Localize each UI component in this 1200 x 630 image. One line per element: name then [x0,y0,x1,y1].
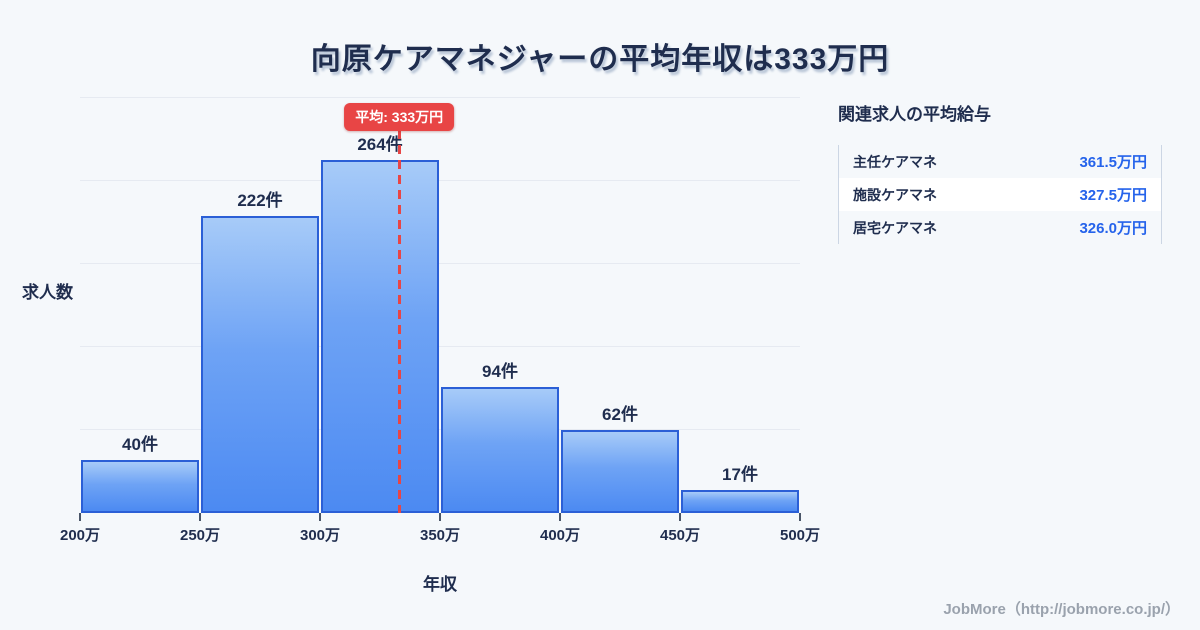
related-job-row: 主任ケアマネ 361.5万円 [839,145,1161,178]
x-axis-tick-label: 350万 [419,527,461,544]
x-axis-tick-label: 450万 [659,527,701,544]
histogram-bar [81,460,199,513]
related-job-label: 施設ケアマネ [853,186,937,203]
related-jobs-heading: 関連求人の平均給与 [838,105,991,124]
bar-value-label: 222件 [237,191,283,210]
bar-value-label: 264件 [357,135,403,154]
page-title: 向原ケアマネジャーの平均年収は333万円 [310,43,890,76]
related-job-label: 主任ケアマネ [853,153,937,170]
x-axis-tick-label: 200万 [59,527,101,544]
x-axis-tick-label: 250万 [179,527,221,544]
related-job-value: 361.5万円 [1079,154,1147,171]
histogram-bar [441,387,559,513]
x-axis-tick-label: 400万 [539,527,581,544]
related-job-value: 327.5万円 [1079,187,1147,204]
gridline [80,97,800,98]
x-axis-tick [799,513,801,521]
bar-value-label: 17件 [722,465,758,484]
x-axis-tick [319,513,321,521]
x-axis-label: 年収 [423,575,457,594]
footer-credit: JobMore（http://jobmore.co.jp/） [943,601,1180,618]
related-job-label: 居宅ケアマネ [853,219,937,236]
gridline [80,429,800,430]
x-axis-tick-label: 300万 [299,527,341,544]
x-axis-tick [559,513,561,521]
gridline [80,263,800,264]
y-axis-label: 求人数 [22,283,73,302]
x-axis-tick [79,513,81,521]
x-axis-tick [679,513,681,521]
bar-value-label: 94件 [482,362,518,381]
x-axis-tick-label: 500万 [779,527,821,544]
related-job-value: 326.0万円 [1079,220,1147,237]
histogram-bar [681,490,799,513]
bar-value-label: 40件 [122,435,158,454]
x-axis-tick [199,513,201,521]
histogram-plot-area: 40件 222件 264件 94件 62件 17件 200万 250万 300万 350万 400万… [60,97,820,544]
histogram-bar [201,216,319,513]
bar-value-label: 62件 [602,405,638,424]
histogram-bar [321,160,439,513]
related-job-row: 居宅ケアマネ 326.0万円 [839,211,1161,244]
average-line [397,130,401,513]
histogram-bar [561,430,679,513]
x-axis-tick [439,513,441,521]
gridline [80,346,800,347]
gridline [80,180,800,181]
average-badge: 平均: 333万円 [344,103,455,131]
related-job-row: 施設ケアマネ 327.5万円 [839,178,1161,211]
related-jobs-table: 主任ケアマネ 361.5万円施設ケアマネ 327.5万円居宅ケアマネ 326.0万円 [838,145,1162,244]
